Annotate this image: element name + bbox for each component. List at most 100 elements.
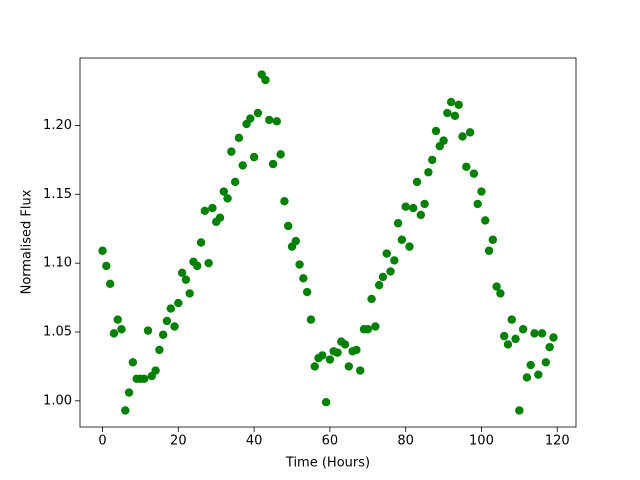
plot-frame <box>79 57 577 428</box>
point <box>374 280 384 290</box>
point <box>302 287 312 297</box>
point <box>121 406 130 415</box>
point <box>390 256 399 265</box>
point <box>284 221 293 231</box>
point <box>344 362 354 371</box>
point <box>208 203 217 213</box>
point <box>325 355 335 364</box>
point <box>518 325 528 334</box>
point <box>234 133 244 143</box>
point <box>155 345 164 355</box>
point <box>484 246 494 255</box>
point <box>382 249 391 258</box>
point <box>454 100 463 110</box>
point <box>428 155 437 165</box>
point <box>299 274 308 283</box>
point <box>246 114 255 123</box>
x-tick-label: 20 <box>170 434 187 449</box>
point <box>181 275 191 284</box>
point <box>401 202 410 211</box>
point <box>227 147 236 156</box>
y-tick-label: 1.05 <box>43 324 72 339</box>
point <box>409 203 418 213</box>
point <box>333 348 342 357</box>
point <box>397 235 407 244</box>
point <box>446 97 456 107</box>
point <box>276 150 285 159</box>
point <box>424 168 433 177</box>
y-axis-label: Normalised Flux <box>20 189 35 294</box>
point <box>219 187 228 196</box>
point <box>545 342 554 352</box>
point <box>265 115 274 125</box>
point <box>420 199 429 209</box>
point <box>386 267 395 276</box>
point <box>124 388 134 397</box>
y-tick-label: 1.00 <box>43 393 72 408</box>
point <box>321 398 331 407</box>
point <box>105 279 115 289</box>
point <box>526 360 535 370</box>
point <box>416 210 426 220</box>
point <box>511 334 520 344</box>
point <box>249 152 259 162</box>
x-tick-label: 120 <box>545 434 570 449</box>
point <box>193 261 202 271</box>
point <box>515 406 524 415</box>
x-tick-label: 0 <box>98 434 106 449</box>
point <box>496 289 505 298</box>
point <box>268 159 278 169</box>
x-tick-label: 80 <box>397 434 414 449</box>
point <box>412 177 422 187</box>
point <box>177 268 187 277</box>
point <box>458 132 467 141</box>
y-tick-label: 1.10 <box>43 256 72 271</box>
point <box>473 199 482 209</box>
point <box>295 260 304 269</box>
point <box>522 373 532 382</box>
point <box>340 340 350 349</box>
point <box>162 316 172 326</box>
point <box>158 330 168 339</box>
point <box>481 216 490 225</box>
point <box>196 238 206 247</box>
point <box>405 242 414 251</box>
point <box>306 315 316 324</box>
point <box>541 358 551 367</box>
x-tick-label: 60 <box>322 434 339 449</box>
point <box>492 282 501 291</box>
point <box>253 108 263 118</box>
point <box>477 187 486 196</box>
point <box>261 75 270 85</box>
x-tick-label: 40 <box>246 434 263 449</box>
point <box>443 108 452 118</box>
point <box>151 366 160 375</box>
point <box>534 370 543 379</box>
point <box>488 235 498 244</box>
y-tick-label: 1.15 <box>43 187 72 202</box>
point <box>200 206 210 216</box>
point <box>363 325 372 334</box>
point <box>204 258 213 268</box>
point <box>109 329 119 338</box>
point <box>215 213 225 222</box>
point <box>499 331 509 341</box>
point <box>503 340 513 349</box>
point <box>378 272 388 282</box>
point <box>230 177 240 187</box>
point <box>238 161 247 170</box>
y-tick-label: 1.20 <box>43 118 72 133</box>
point <box>352 345 361 355</box>
point <box>469 169 479 178</box>
point <box>170 322 179 331</box>
point <box>140 374 149 384</box>
point <box>465 128 475 137</box>
point <box>393 219 403 228</box>
point <box>113 315 122 324</box>
point <box>462 162 471 171</box>
point <box>102 261 111 271</box>
point <box>537 329 547 338</box>
point <box>367 294 376 304</box>
